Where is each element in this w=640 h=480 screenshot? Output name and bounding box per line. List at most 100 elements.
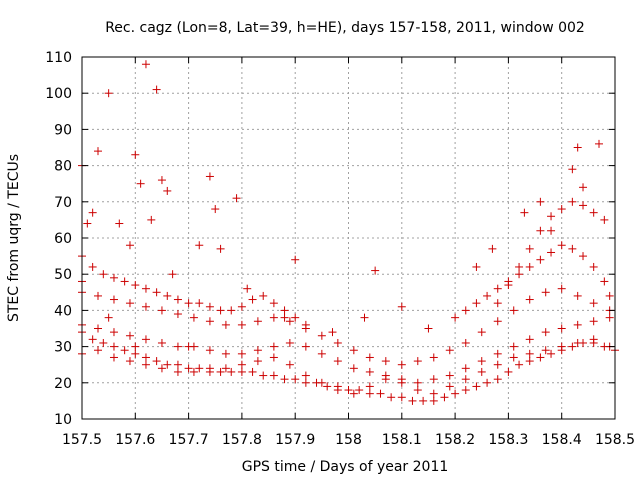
data-point [237, 349, 246, 358]
data-point [280, 306, 289, 315]
data-point [536, 226, 545, 235]
data-point [589, 208, 598, 217]
data-point [525, 349, 534, 358]
data-point [195, 364, 204, 373]
y-tick-label: 40 [54, 303, 72, 319]
data-point [93, 324, 102, 333]
data-point [141, 60, 150, 69]
data-point [387, 393, 396, 402]
data-point [328, 328, 337, 337]
chart-title: Rec. cagz (Lon=8, Lat=39, h=HE), days 15… [105, 20, 585, 36]
data-point [291, 255, 300, 264]
data-point [301, 371, 310, 380]
data-point [397, 302, 406, 311]
data-point [371, 266, 380, 275]
x-tick-label: 158.5 [595, 432, 635, 448]
data-point [419, 396, 428, 405]
data-point [163, 291, 172, 300]
data-point [205, 317, 214, 326]
data-point [536, 197, 545, 206]
data-point [413, 378, 422, 387]
data-point [88, 335, 97, 344]
y-tick-label: 70 [54, 195, 72, 211]
data-point [141, 335, 150, 344]
data-point [83, 219, 92, 228]
data-point [547, 349, 556, 358]
data-point [237, 367, 246, 376]
data-point [253, 317, 262, 326]
data-point [253, 346, 262, 355]
data-point [573, 320, 582, 329]
x-tick-label: 158.3 [488, 432, 528, 448]
data-point [397, 360, 406, 369]
points-layer [78, 60, 619, 405]
data-point [280, 375, 289, 384]
data-point [579, 201, 588, 210]
data-point [115, 219, 124, 228]
data-point [472, 299, 481, 308]
data-point [605, 313, 614, 322]
data-point [472, 382, 481, 391]
data-point [141, 353, 150, 362]
data-point [109, 273, 118, 282]
data-point [243, 284, 252, 293]
data-point [211, 205, 220, 214]
y-tick-label: 60 [54, 231, 72, 247]
x-tick-label: 157.5 [62, 432, 102, 448]
data-point [413, 357, 422, 366]
data-point [216, 367, 225, 376]
data-point [547, 212, 556, 221]
data-point [173, 295, 182, 304]
tick-layer: 157.5 157.6 157.7 157.8 157.9 158 158.1 158.2 15… [45, 50, 635, 448]
x-tick-label: 158 [335, 432, 362, 448]
data-point [365, 367, 374, 376]
data-point [323, 382, 332, 391]
data-point [104, 89, 113, 98]
y-tick-label: 50 [54, 267, 72, 283]
data-point [99, 338, 108, 347]
data-point [93, 346, 102, 355]
y-tick-label: 30 [54, 340, 72, 356]
data-point [269, 299, 278, 308]
data-point [216, 306, 225, 315]
data-point [173, 342, 182, 351]
data-point [493, 317, 502, 326]
data-point [488, 244, 497, 253]
x-tick-label: 158.2 [435, 432, 475, 448]
data-point [269, 353, 278, 362]
data-point [205, 367, 214, 376]
data-point [221, 364, 230, 373]
data-point [157, 364, 166, 373]
data-point [221, 320, 230, 329]
data-point [152, 357, 161, 366]
data-point [397, 375, 406, 384]
data-point [205, 172, 214, 181]
data-point [291, 375, 300, 384]
data-point [493, 299, 502, 308]
data-point [477, 367, 486, 376]
data-point [541, 288, 550, 297]
data-point [195, 241, 204, 250]
data-point [445, 346, 454, 355]
data-point [125, 331, 134, 340]
data-point [109, 353, 118, 362]
data-point [504, 367, 513, 376]
x-tick-label: 157.7 [169, 432, 209, 448]
data-point [173, 367, 182, 376]
data-point [344, 386, 353, 395]
data-point [349, 364, 358, 373]
data-point [333, 338, 342, 347]
data-point [579, 183, 588, 192]
data-point [333, 357, 342, 366]
y-tick-label: 90 [54, 122, 72, 138]
data-point [99, 270, 108, 279]
y-tick-label: 80 [54, 159, 72, 175]
data-point [589, 299, 598, 308]
data-point [125, 299, 134, 308]
data-point [525, 357, 534, 366]
data-point [93, 147, 102, 156]
data-point [536, 255, 545, 264]
data-point [163, 186, 172, 195]
data-point [595, 139, 604, 148]
